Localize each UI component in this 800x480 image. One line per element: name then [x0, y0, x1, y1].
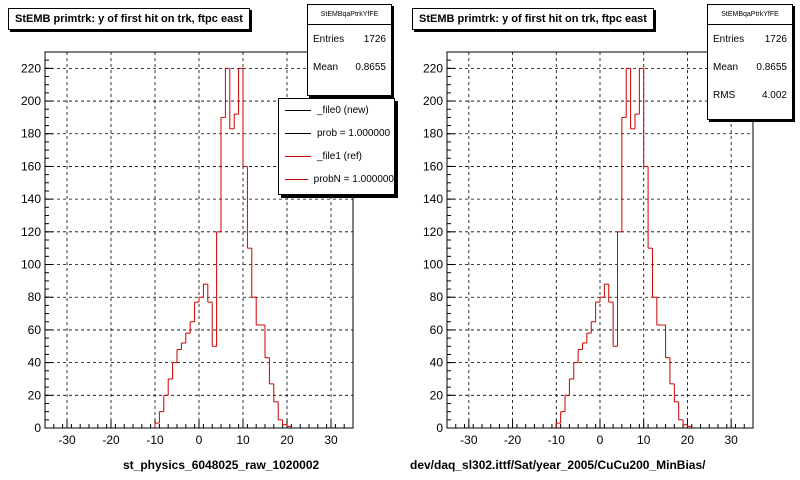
y-tick-label: 80 [28, 290, 42, 304]
x-tick-label: 20 [681, 433, 695, 447]
y-tick-label: 140 [21, 192, 41, 206]
legend-item: prob = 1.000000 [279, 122, 394, 145]
legend-swatch [285, 156, 311, 157]
right-rms-label: RMS [713, 89, 736, 101]
y-tick-label: 80 [430, 290, 444, 304]
x-tick-label: -30 [460, 433, 478, 447]
legend-item: _file1 (ref) [279, 145, 394, 168]
legend-item: _file0 (new) [279, 99, 394, 122]
y-tick-label: 100 [423, 258, 443, 272]
left-entries-value: 1726 [363, 33, 386, 45]
legend-label: probN = 1.000000 [313, 174, 394, 185]
y-tick-label: 200 [21, 94, 41, 108]
x-tick-label: -20 [102, 433, 120, 447]
x-tick-label: 0 [597, 433, 604, 447]
y-tick-label: 40 [430, 356, 444, 370]
y-tick-label: 180 [21, 127, 41, 141]
right-entries-value: 1726 [764, 33, 787, 45]
legend-swatch [285, 110, 311, 111]
x-tick-label: -10 [146, 433, 164, 447]
x-tick-label: 30 [324, 433, 338, 447]
y-tick-label: 140 [423, 192, 443, 206]
left-mean-value: 0.8655 [355, 61, 386, 73]
legend-swatch [285, 133, 311, 134]
y-tick-label: 120 [423, 225, 443, 239]
y-tick-label: 120 [21, 225, 41, 239]
left-entries-label: Entries [313, 33, 345, 45]
y-tick-label: 40 [28, 356, 42, 370]
x-tick-label: 0 [196, 433, 203, 447]
legend-item: probN = 1.000000 [279, 168, 394, 191]
right-histogram-panel: -30 -20 -10 0 10 20 30 0 20 40 60 80 100 120 140 160 180… [400, 0, 800, 480]
right-stats-box: StEMBqaPtrkYfFE Entries 1726 Mean 0.8655 R… [707, 4, 793, 120]
right-chart-title: StEMB primtrk: y of first hit on trk, ft… [412, 8, 654, 30]
x-tick-label: -10 [548, 433, 566, 447]
plot-border [446, 51, 754, 429]
legend-swatch [285, 179, 308, 180]
x-tick-label: 10 [637, 433, 651, 447]
right-entries-label: Entries [713, 33, 745, 45]
y-tick-label: 20 [430, 388, 444, 402]
left-chart-title: StEMB primtrk: y of first hit on trk, ft… [8, 8, 250, 30]
left-stats-header: StEMBqaPtrkYfFE [308, 5, 391, 25]
y-tick-label: 60 [28, 323, 42, 337]
right-mean-label: Mean [713, 61, 739, 73]
right-plot-area: -30 -20 -10 0 10 20 30 0 20 40 60 80 100 120 140 160 180… [423, 51, 754, 447]
right-stats-header: StEMBqaPtrkYfFE [708, 5, 792, 25]
left-mean-label: Mean [313, 61, 339, 73]
x-tick-label: 30 [724, 433, 738, 447]
x-tick-label: 20 [280, 433, 294, 447]
plot-border [44, 51, 354, 429]
left-histogram-panel: -30 -20 -10 0 10 20 30 0 20 40 60 80 100 120 140 160 180… [8, 4, 395, 472]
y-tick-label: 160 [423, 159, 443, 173]
y-tick-label: 200 [423, 94, 443, 108]
right-rms-value: 4.002 [761, 89, 787, 101]
legend-label: prob = 1.000000 [317, 128, 391, 139]
x-tick-label: -30 [58, 433, 76, 447]
y-tick-label: 60 [430, 323, 444, 337]
y-tick-label: 220 [21, 61, 41, 75]
left-x-caption: st_physics_6048025_raw_1020002 [123, 458, 320, 472]
y-tick-label: 0 [34, 421, 41, 435]
legend-label: _file0 (new) [317, 105, 369, 116]
legend-label: _file1 (ref) [317, 151, 363, 162]
x-tick-label: -20 [504, 433, 522, 447]
right-mean-value: 0.8655 [756, 61, 787, 73]
left-legend: _file0 (new) prob = 1.000000 _file1 (ref… [278, 98, 395, 195]
y-tick-label: 100 [21, 258, 41, 272]
left-stats-box: StEMBqaPtrkYfFE Entries 1726 Mean 0.8655 [307, 4, 392, 96]
y-tick-label: 160 [21, 159, 41, 173]
y-tick-label: 20 [28, 388, 42, 402]
y-tick-label: 0 [436, 421, 443, 435]
right-x-caption: dev/daq_sl302.ittf/Sat/year_2005/CuCu200… [410, 458, 706, 472]
y-tick-label: 180 [423, 127, 443, 141]
y-tick-label: 220 [423, 61, 443, 75]
x-tick-label: 10 [236, 433, 250, 447]
